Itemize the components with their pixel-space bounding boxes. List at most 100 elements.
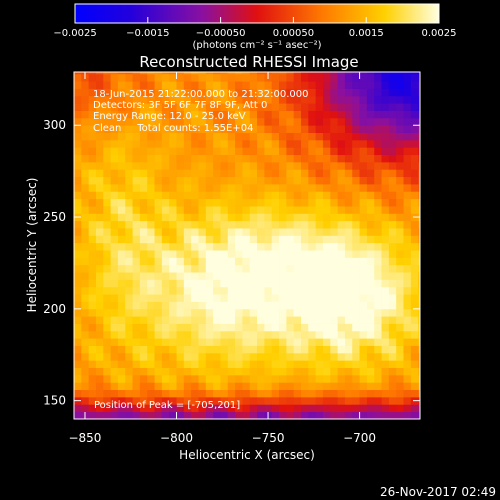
heatmap-cell xyxy=(374,374,382,383)
heatmap-cell xyxy=(183,404,192,413)
heatmap-cell xyxy=(147,338,155,346)
heatmap-cell xyxy=(315,235,324,244)
heatmap-cell xyxy=(147,316,155,324)
heatmap-cell xyxy=(74,264,82,273)
heatmap-cell xyxy=(74,147,82,156)
heatmap-cell xyxy=(301,110,309,119)
heatmap-cell xyxy=(279,117,287,126)
colorbar-tick-label: −0.0015 xyxy=(126,28,169,39)
heatmap-cell xyxy=(88,257,97,266)
heatmap-cell xyxy=(271,183,280,192)
heatmap-cell xyxy=(220,411,229,419)
heatmap-cell xyxy=(257,73,265,82)
heatmap-cell xyxy=(322,382,331,391)
heatmap-cell xyxy=(95,220,104,229)
heatmap-cell xyxy=(249,279,258,288)
heatmap-cell xyxy=(330,352,339,361)
heatmap-cell xyxy=(198,103,207,111)
heatmap-cell xyxy=(410,330,419,339)
heatmap-cell xyxy=(418,147,420,156)
heatmap-cell xyxy=(366,308,375,317)
heatmap-cell xyxy=(279,154,287,163)
heatmap-cell xyxy=(264,286,273,295)
heatmap-cell xyxy=(359,95,368,104)
heatmap-cell xyxy=(286,154,295,163)
heatmap-cell xyxy=(293,308,302,317)
heatmap-cell xyxy=(271,396,280,405)
heatmap-cell xyxy=(396,301,404,310)
heatmap-cell xyxy=(154,330,163,339)
heatmap-cell xyxy=(235,264,243,273)
heatmap-cell xyxy=(403,198,412,207)
heatmap-cell xyxy=(213,367,221,376)
heatmap-cell xyxy=(176,73,185,82)
heatmap-cell xyxy=(381,147,390,156)
heatmap-cell xyxy=(183,323,192,332)
heatmap-cell xyxy=(359,235,368,244)
heatmap-cell xyxy=(117,95,126,104)
heatmap-cell xyxy=(176,323,185,332)
heatmap-cell xyxy=(308,316,317,324)
heatmap-cell xyxy=(139,161,148,170)
heatmap-cell xyxy=(169,338,177,346)
heatmap-cell xyxy=(117,294,126,302)
heatmap-cell xyxy=(286,191,295,200)
heatmap-cell xyxy=(191,374,199,383)
heatmap-cell xyxy=(213,250,221,258)
heatmap-cell xyxy=(286,228,295,236)
heatmap-cell xyxy=(220,330,229,339)
heatmap-cell xyxy=(257,88,265,97)
heatmap-cell xyxy=(410,338,419,346)
heatmap-cell xyxy=(286,206,295,214)
heatmap-cell xyxy=(125,272,133,280)
heatmap-cell xyxy=(352,235,360,244)
heatmap-cell xyxy=(117,73,126,82)
heatmap-cell xyxy=(249,191,258,200)
heatmap-cell xyxy=(220,396,229,405)
heatmap-cell xyxy=(301,81,309,89)
heatmap-cell xyxy=(293,169,302,178)
heatmap-cell xyxy=(81,110,90,119)
heatmap-cell xyxy=(410,382,419,391)
heatmap-cell xyxy=(366,272,375,280)
heatmap-cell xyxy=(359,396,368,405)
heatmap-cell xyxy=(337,228,346,236)
heatmap-cell xyxy=(271,169,280,178)
heatmap-cell xyxy=(293,352,302,361)
heatmap-cell xyxy=(132,323,141,332)
heatmap-cell xyxy=(132,161,141,170)
heatmap-cell xyxy=(74,117,82,126)
heatmap-cell xyxy=(366,147,375,156)
heatmap-cell xyxy=(271,250,280,258)
heatmap-cell xyxy=(293,154,302,163)
heatmap-cell xyxy=(147,374,155,383)
heatmap-cell xyxy=(396,117,404,126)
heatmap-cell xyxy=(388,345,397,354)
heatmap-cell xyxy=(205,154,214,163)
heatmap-cell xyxy=(132,198,141,207)
heatmap-cell xyxy=(154,147,163,156)
heatmap-cell xyxy=(257,228,265,236)
heatmap-cell xyxy=(125,198,133,207)
heatmap-cell xyxy=(74,206,82,214)
heatmap-cell xyxy=(110,110,119,119)
heatmap-cell xyxy=(169,257,177,266)
heatmap-cell xyxy=(176,95,185,104)
heatmap-cell xyxy=(81,301,90,310)
heatmap-cell xyxy=(257,345,265,354)
heatmap-cell xyxy=(110,294,119,302)
heatmap-cell xyxy=(198,250,207,258)
heatmap-cell xyxy=(286,286,295,295)
heatmap-cell xyxy=(301,183,309,192)
heatmap-cell xyxy=(220,242,229,251)
heatmap-cell xyxy=(205,396,214,405)
heatmap-cell xyxy=(271,323,280,332)
heatmap-cell xyxy=(315,352,324,361)
heatmap-cell xyxy=(381,294,390,302)
heatmap-cell xyxy=(315,242,324,251)
heatmap-cell xyxy=(381,95,390,104)
heatmap-cell xyxy=(322,213,331,222)
heatmap-cell xyxy=(103,411,112,419)
heatmap-cell xyxy=(322,73,331,82)
heatmap-cell xyxy=(388,404,397,413)
